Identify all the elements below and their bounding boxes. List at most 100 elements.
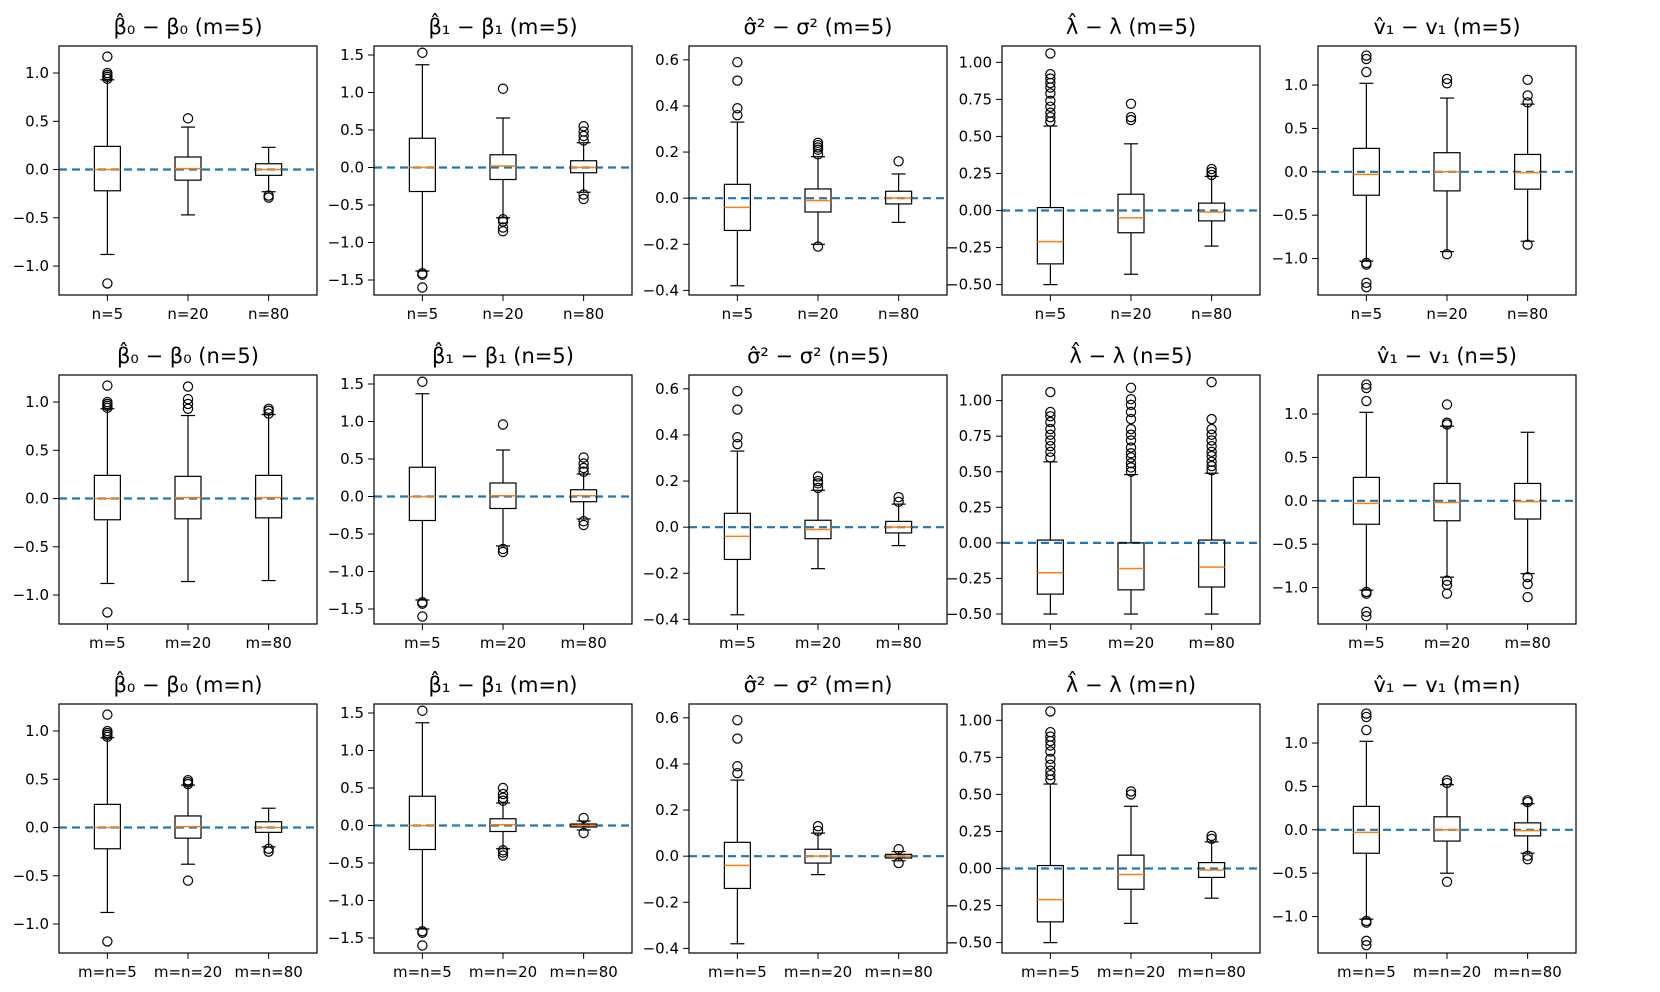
axes-frame [373,374,633,625]
x-tick-label: m=80 [1188,634,1234,652]
outlier-point [1045,726,1056,738]
outlier-point [732,761,743,772]
y-tick-label: −0.50 [946,276,992,294]
outlier-point [1361,382,1372,394]
box [1117,98,1145,275]
outlier-point [497,850,509,861]
box [1198,163,1226,247]
outlier-point [1522,795,1533,806]
y-tick-label: 0.5 [25,770,49,788]
box [1352,379,1380,622]
outlier-point [1045,423,1056,435]
x-tick-label: n=20 [167,305,208,323]
y-tick-label: −1.0 [328,563,364,581]
outlier-point [497,782,509,794]
y-tick-label: 0.5 [340,121,364,139]
iqr-box [93,474,121,521]
y-tick-label: 0.0 [1284,492,1308,510]
outlier-point [1522,854,1533,865]
y-tick-label: −0.4 [643,610,679,628]
y-tick-label: 0.00 [959,534,992,552]
outlier-point [578,516,589,527]
y-tick-label: 1.5 [340,46,364,64]
iqr-box [1352,147,1380,196]
outlier-point [1206,440,1217,452]
y-tick-label: 0.0 [1284,821,1308,839]
y-tick-label: −1.5 [328,600,364,618]
outlier-point [497,222,509,233]
y-tick-label: 0.0 [655,847,679,865]
outlier-point [1125,423,1137,435]
x-tick-label: m=n=80 [864,963,932,981]
outlier-point [1125,786,1137,797]
iqr-box [93,803,121,850]
y-tick-label: 0.5 [1284,119,1308,137]
outlier-point [812,820,824,832]
outlier-point [1125,466,1137,477]
outlier-point [1441,588,1453,599]
x-tick-label: m=n=5 [708,963,767,981]
outlier-point [732,438,743,450]
outlier-point [1361,257,1372,269]
outlier-point [1441,876,1453,888]
outlier-point [1206,429,1217,440]
x-tick-label: n=80 [248,305,289,323]
box [1514,74,1542,250]
y-tick-label: −0.25 [946,569,992,587]
outlier-point [1125,789,1137,800]
iqr-box [408,795,436,851]
outlier-point [893,857,904,869]
y-tick-label: 0.5 [25,112,49,130]
iqr-box [1036,539,1064,595]
outlier-point [1361,724,1372,736]
outlier-point [893,496,904,508]
outlier-point [1206,435,1217,446]
outlier-point [102,67,113,79]
outlier-point [1125,435,1137,446]
outlier-point [1206,413,1217,425]
outlier-point [1361,277,1372,289]
outlier-point [102,396,113,408]
y-tick-label: 0.6 [655,709,679,727]
outlier-point [578,193,589,205]
outlier-point [1125,413,1137,425]
outlier-point [578,452,589,463]
outlier-point [732,56,743,68]
x-tick-label: m=n=20 [784,963,852,981]
x-tick-label: m=n=80 [234,963,302,981]
outlier-point [497,419,509,430]
box [489,419,517,558]
panel-title: λ̂ − λ (m=5) [1066,13,1196,39]
box [1352,50,1380,293]
axes-frame [688,703,948,954]
x-tick-label: m=n=5 [393,963,452,981]
outlier-point [1361,935,1372,947]
panel: v̂₁ − v₁ (m=5) −1.0 −0.5 0.0 0.5 1.0 n=5 n=20 n=… [1272,15,1577,323]
box [1117,786,1145,924]
x-tick-label: n=20 [482,305,523,323]
outlier-point [1206,163,1217,175]
box [408,376,436,622]
panel: v̂₁ − v₁ (n=5) −1.0 −0.5 0.0 0.5 1.0 m=5 m=20 m=… [1272,344,1577,652]
box [1198,376,1226,615]
x-tick-label: m=80 [1504,634,1550,652]
x-tick-label: m=5 [1032,634,1069,652]
panel-title: σ̂² − σ² (m=n) [744,673,893,697]
outlier-point [732,733,743,744]
box [174,113,202,216]
outlier-point [497,546,509,558]
y-tick-label: −1.5 [328,271,364,289]
axes-frame [58,703,318,954]
outlier-point [102,278,113,289]
x-tick-label: m=n=20 [1413,963,1481,981]
box [174,775,202,886]
iqr-box [1117,854,1145,890]
outlier-point [1045,452,1056,463]
outlier-point [497,847,509,858]
iqr-box [408,137,436,193]
panel-title: λ̂ − λ (n=5) [1069,342,1192,368]
box [1433,399,1461,599]
y-tick-label: 0.5 [1284,448,1308,466]
y-tick-label: 1.0 [25,64,49,82]
x-tick-label: m=n=20 [154,963,222,981]
